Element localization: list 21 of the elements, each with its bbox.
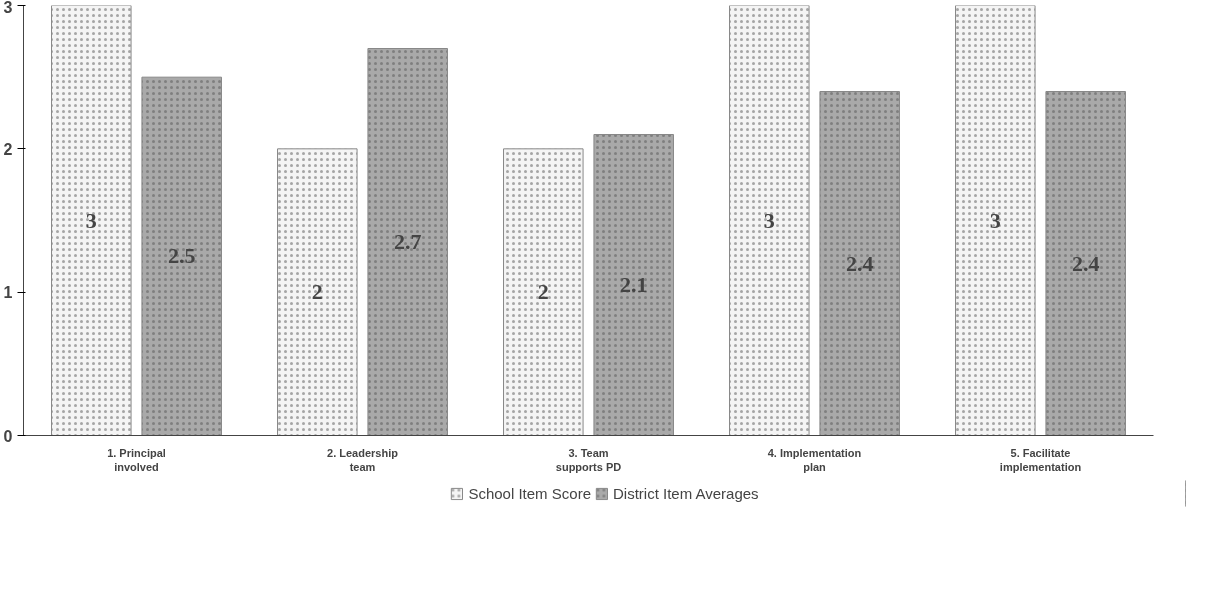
data-label: 2.1: [619, 272, 648, 297]
x-tick-label: 4. Implementation plan: [767, 446, 862, 473]
legend-label: School Item Score: [468, 484, 591, 502]
data-label: 2: [311, 279, 323, 305]
data-label: 2.7: [393, 229, 422, 254]
data-label: 2: [537, 279, 549, 305]
y-tick-label: 1: [3, 284, 13, 302]
y-tick-label: 0: [3, 427, 13, 445]
data-label: 3: [989, 207, 1001, 233]
x-tick-label: 2. Leadership team: [327, 446, 399, 473]
data-label: 2.5: [167, 243, 196, 269]
data-label: 3: [763, 207, 775, 233]
legend-label: District Item Averages: [612, 484, 759, 502]
data-label: 2.4: [1071, 250, 1100, 276]
data-label: 3: [85, 207, 97, 233]
x-tick-label: 3. Team supports PD: [555, 446, 622, 473]
x-tick-label: 1. Principal involved: [107, 446, 166, 473]
y-tick-label: 2: [3, 140, 13, 158]
x-tick-label: 5. Facilitate implementation: [999, 446, 1082, 473]
y-tick-label: 3: [3, 0, 13, 16]
data-label: 2.4: [845, 250, 874, 276]
